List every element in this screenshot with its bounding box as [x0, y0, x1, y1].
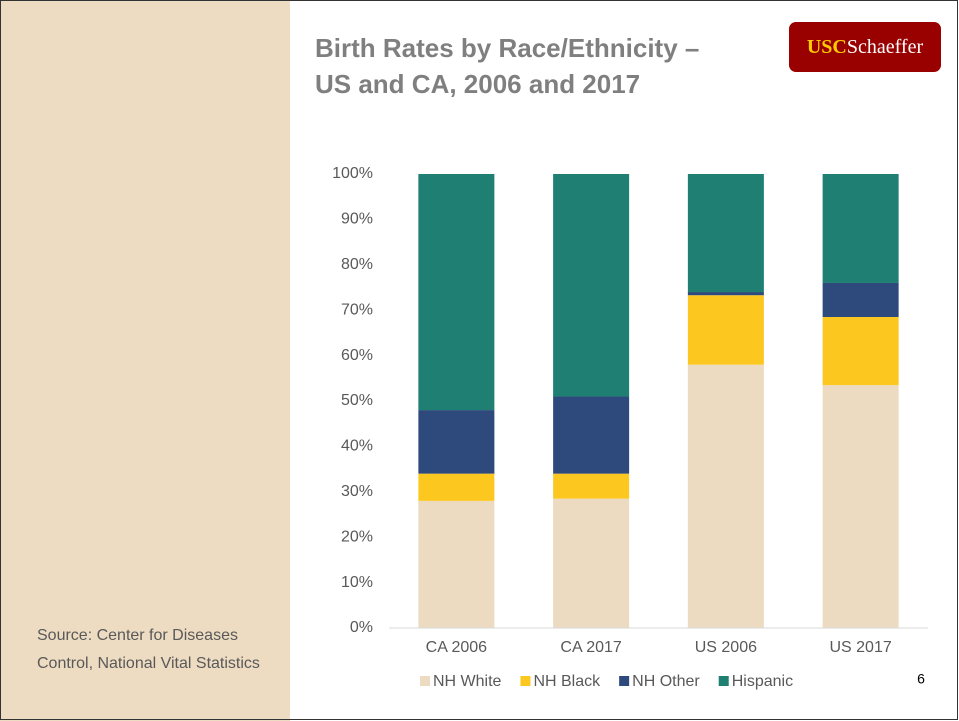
y-tick-label: 30% [341, 483, 373, 500]
chart-title: US and CA, 2006 and 2017 [315, 69, 640, 99]
legend-swatch [718, 676, 729, 686]
logo-secondary: Schaeffer [847, 36, 924, 58]
y-tick-label: 40% [341, 438, 373, 455]
x-tick-label: CA 2017 [560, 639, 621, 656]
bar-segment [822, 174, 899, 283]
legend-label: NH Other [632, 673, 700, 690]
bar-segment [822, 385, 899, 628]
bar-segment [687, 174, 764, 293]
page-number: 6 [917, 671, 925, 687]
bar-segment [418, 174, 495, 411]
legend-label: Hispanic [732, 673, 793, 690]
chart-title: Birth Rates by Race/Ethnicity – [315, 33, 699, 63]
bar-segment [553, 473, 630, 499]
y-tick-label: 10% [341, 574, 373, 591]
bar-segment [553, 498, 630, 628]
y-tick-label: 60% [341, 347, 373, 364]
bar-segment [822, 282, 899, 318]
x-tick-label: US 2017 [829, 639, 891, 656]
legend-label: NH Black [533, 673, 601, 690]
y-tick-label: 90% [341, 211, 373, 228]
bar-segment [418, 410, 495, 474]
legend-swatch [619, 676, 630, 686]
y-tick-label: 20% [341, 528, 373, 545]
bar-segment [822, 317, 899, 386]
logo [789, 22, 941, 72]
logo-primary: USC [807, 36, 847, 58]
bar-segment [553, 396, 630, 474]
legend-label: NH White [433, 673, 502, 690]
legend-swatch [420, 676, 430, 686]
source-note: Source: Center for Diseases Control, Nat… [37, 627, 260, 672]
y-tick-label: 50% [341, 392, 373, 409]
bar-segment [687, 364, 764, 628]
y-tick-label: 100% [332, 165, 373, 182]
bar-segment [418, 500, 495, 628]
y-tick-label: 0% [350, 619, 373, 636]
bar-segment [418, 473, 495, 501]
side-panel [0, 0, 290, 721]
y-tick-label: 80% [341, 256, 373, 273]
bar-segment [687, 292, 764, 296]
bar-segment [687, 295, 764, 365]
y-tick-label: 70% [341, 301, 373, 318]
legend-swatch [520, 676, 531, 686]
bar-segment [553, 174, 630, 397]
x-tick-label: CA 2006 [426, 639, 487, 656]
logo-text: USCSchaeffer [807, 36, 924, 58]
x-tick-label: US 2006 [695, 639, 757, 656]
